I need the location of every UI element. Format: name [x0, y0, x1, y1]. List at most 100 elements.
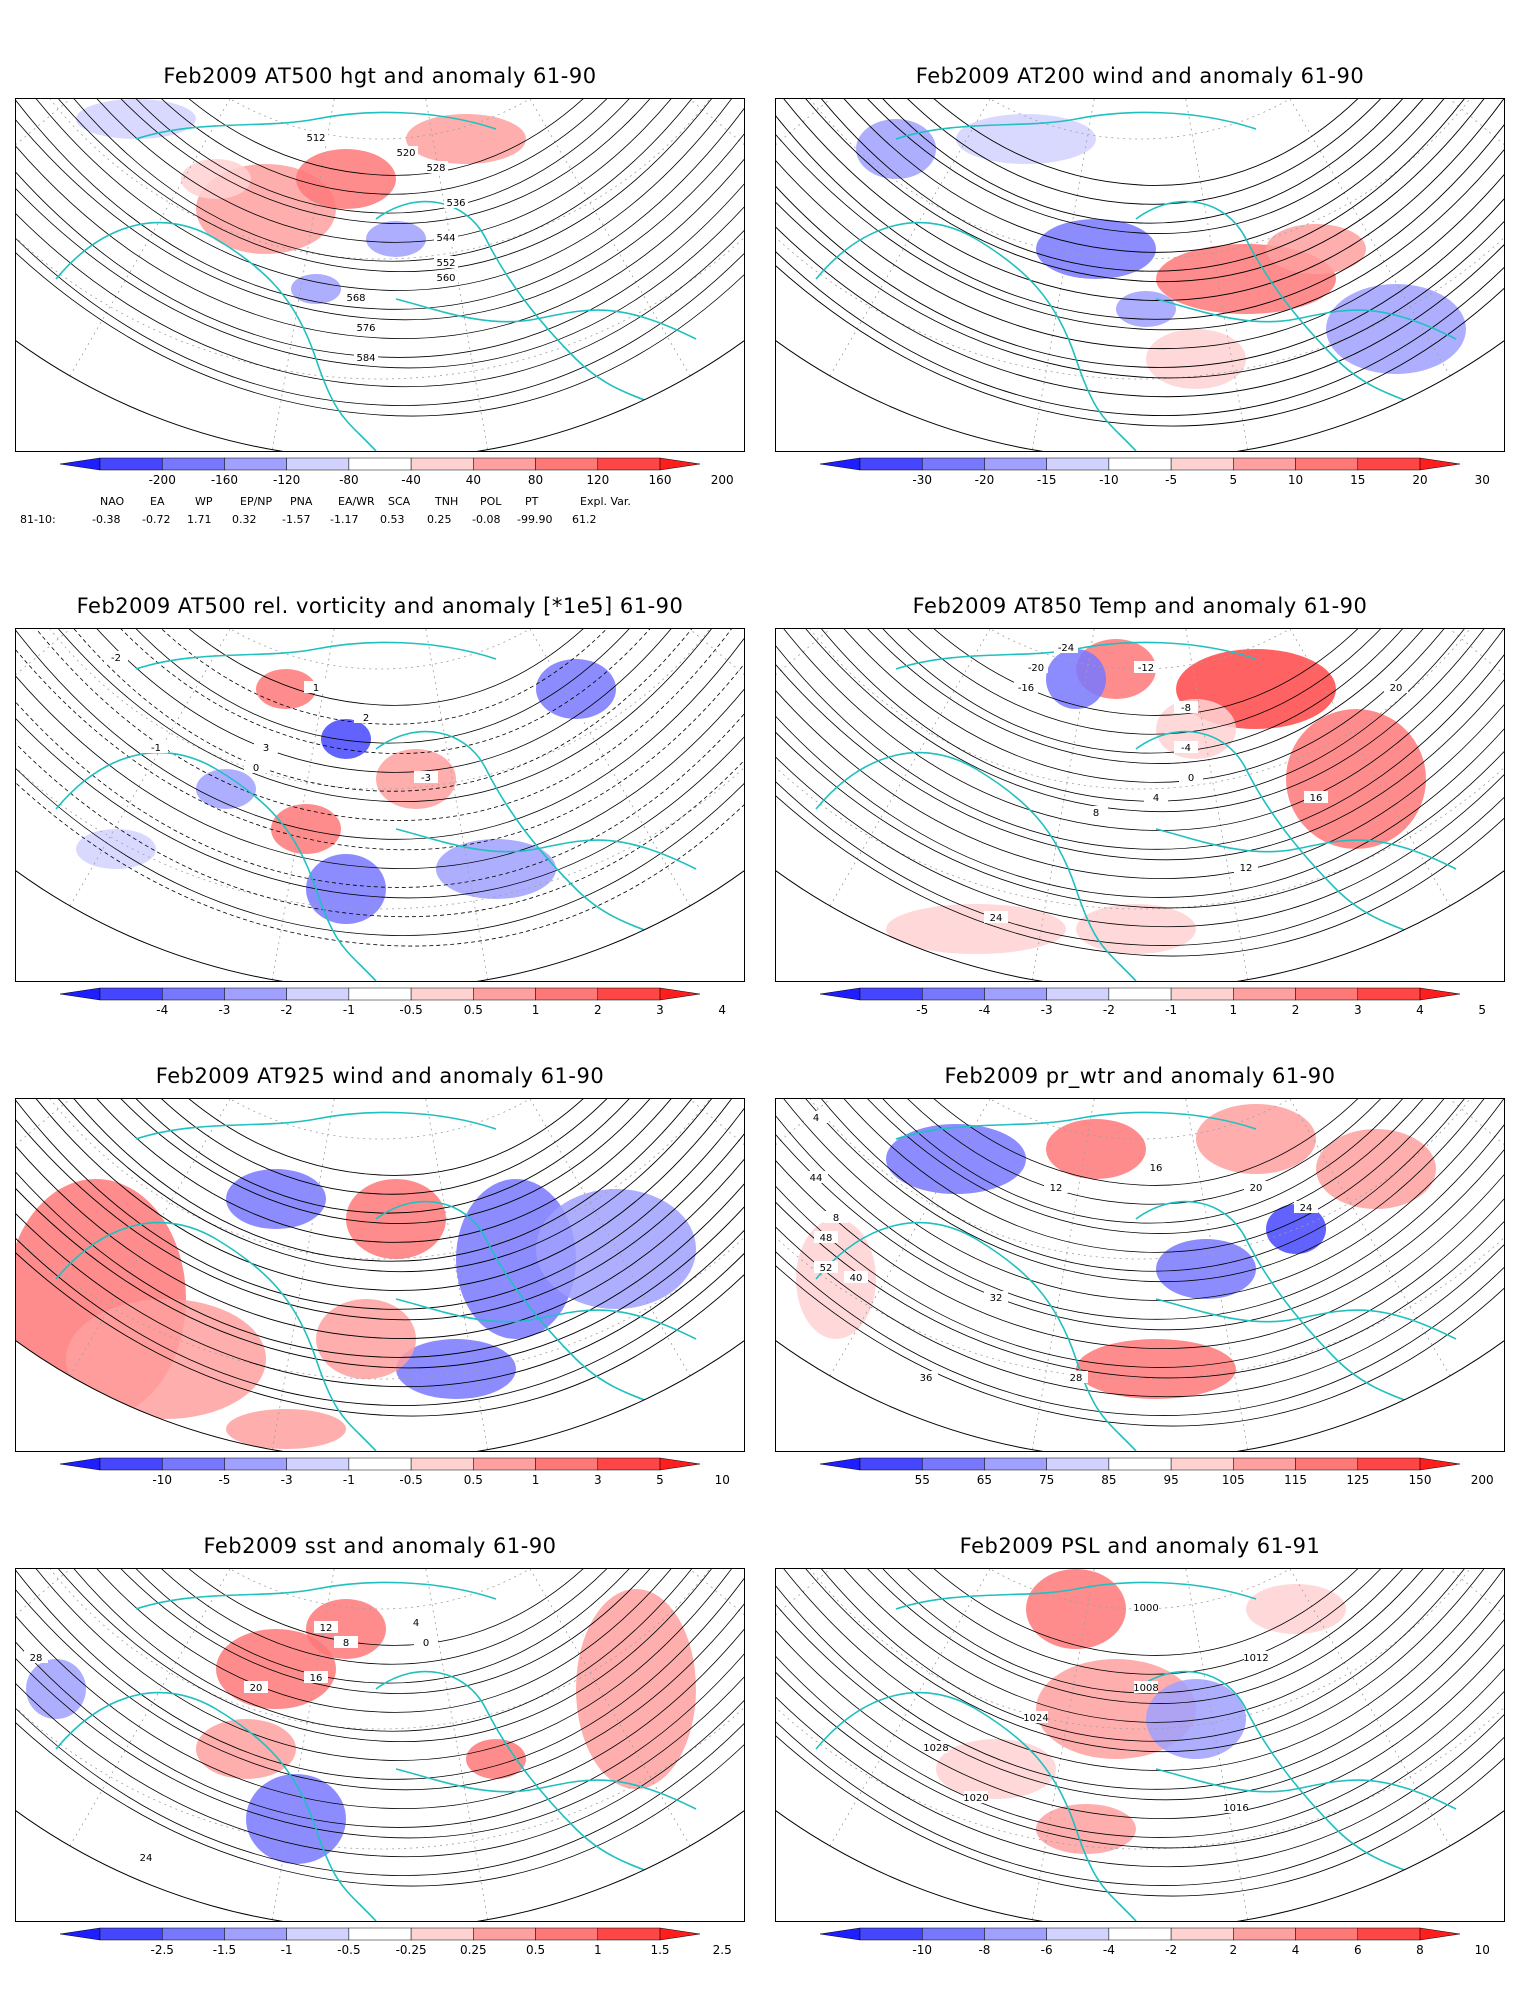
colorbar-segment: [99, 987, 163, 1001]
colorbar-tick-label: 0.5: [464, 1003, 483, 1017]
contour-label-bg: [434, 256, 458, 268]
polar-map: 28 24 20 16 12 8 40: [16, 1569, 744, 1921]
streamline: [49, 1099, 711, 1176]
contour-label-bg: [244, 761, 268, 773]
colorbar-tick-label: 10: [1475, 1943, 1490, 1957]
contour-line: [16, 99, 744, 388]
coastline: [1135, 730, 1477, 960]
colorbar-segment: [921, 1927, 985, 1941]
anomaly-region: [316, 1299, 416, 1379]
colorbar-tick-label: 4: [718, 1003, 726, 1017]
contour-label-bg: [814, 1261, 838, 1273]
streamline: [776, 99, 1504, 379]
contour-line: [776, 1099, 1504, 1427]
contour-label-bg: [1234, 861, 1258, 873]
contour-label-bg: [354, 711, 378, 723]
contour-label: 0: [1188, 773, 1194, 784]
contour-label: 12: [1240, 863, 1253, 874]
coastline: [395, 1298, 697, 1340]
contour-label-bg: [304, 1671, 328, 1683]
longitude-line: [1031, 99, 1141, 450]
contour-label: 1012: [1243, 1653, 1268, 1664]
panel-hgt500: Feb2009 AT500 hgt and anomaly 61-90: [15, 60, 745, 500]
anomaly-region: [396, 1339, 516, 1399]
contour-line: [783, 1099, 1497, 1205]
colorbar: -5 -4 -3 -2 -1 1 2 3 4 5: [819, 987, 1486, 1018]
panel-title: Feb2009 PSL and anomaly 61-91: [959, 1534, 1321, 1558]
colorbar-arrow-high: [659, 1457, 701, 1471]
colorbar-segment: [1170, 457, 1234, 471]
anomaly-region: [1146, 1679, 1246, 1759]
contour-label-bg: [414, 1636, 438, 1648]
contour-label: 560: [436, 273, 455, 284]
longitude-line: [379, 1569, 691, 1847]
colorbar-segment: [1295, 1457, 1359, 1471]
contour-label: 12: [320, 1623, 333, 1634]
colorbar-segment: [859, 987, 923, 1001]
colorbar-tick-label: 10: [715, 1473, 730, 1487]
contour-line: [16, 1569, 744, 1761]
contour-line: [776, 629, 1504, 880]
contour-label: 48: [820, 1233, 833, 1244]
contour-label-bg: [1134, 661, 1158, 673]
contour-line: [16, 99, 744, 243]
colorbar-arrow-low: [59, 457, 101, 471]
contour-label-bg: [1244, 1181, 1268, 1193]
contour-line: [16, 629, 744, 936]
streamline: [776, 99, 1504, 224]
colorbar-segment: [597, 1927, 661, 1941]
streamline: [776, 99, 1504, 398]
colorbar-tick-label: -3: [218, 1003, 230, 1017]
contour-line: [16, 99, 744, 273]
coastline: [395, 828, 697, 870]
colorbar-tick-label: 2: [594, 1003, 602, 1017]
contour-line: [16, 1569, 744, 1791]
latitude-circle: [79, 1099, 681, 1140]
teleconnection-row-label: 81-10:: [20, 513, 56, 526]
longitude-line: [69, 629, 381, 907]
coastline: [815, 1691, 1137, 1921]
contour-label-bg: [984, 911, 1008, 923]
colorbar-arrow-high: [659, 987, 701, 1001]
colorbar-tick-label: 4: [1292, 1943, 1300, 1957]
longitude-line: [379, 99, 691, 377]
colorbar-segment: [535, 987, 599, 1001]
colorbar-tick-label: -0.25: [396, 1943, 427, 1957]
colorbar-segment: [161, 987, 225, 1001]
anomaly-region: [1196, 1104, 1316, 1174]
contour-line: [776, 629, 1504, 764]
anomaly-region: [1116, 291, 1176, 327]
map-frame: -2 -1 0 1 2 3 -3: [15, 628, 745, 982]
contour-label-bg: [404, 1616, 428, 1628]
teleconnection-header: WP: [195, 495, 213, 508]
colorbar-tick-label: 125: [1346, 1473, 1369, 1487]
colorbar-segment: [1233, 1457, 1296, 1471]
teleconnection-value: -99.90: [517, 513, 553, 526]
colorbar-segment: [921, 1457, 985, 1471]
contour-label-bg: [314, 1621, 338, 1633]
coastline: [1155, 1768, 1457, 1810]
coastline: [375, 1670, 717, 1900]
longitude-line: [69, 99, 381, 377]
contour-label: 24: [990, 913, 1003, 924]
coastline: [1135, 1200, 1477, 1430]
colorbar-segment: [224, 1927, 287, 1941]
streamline: [776, 99, 1504, 350]
contour-label: 4: [413, 1618, 419, 1629]
contour-label-bg: [1024, 1711, 1048, 1723]
contour-line: [16, 1569, 744, 1780]
longitude-line: [829, 99, 1141, 377]
colorbar-segment: [1233, 987, 1296, 1001]
streamline: [776, 99, 1504, 235]
colorbar-segment: [984, 1927, 1047, 1941]
contour-label: 28: [1070, 1373, 1083, 1384]
contour-label-bg: [304, 681, 328, 693]
panel-prwtr: Feb2009 pr_wtr and anomaly 61-90: [775, 1060, 1505, 1500]
longitude-line: [1139, 629, 1451, 907]
colorbar-segment: [535, 457, 599, 471]
contour-label: 544: [436, 233, 455, 244]
colorbar-tick-label: -0.5: [399, 1473, 422, 1487]
colorbar-segment: [348, 457, 412, 471]
contour-label-bg: [1294, 1201, 1318, 1213]
